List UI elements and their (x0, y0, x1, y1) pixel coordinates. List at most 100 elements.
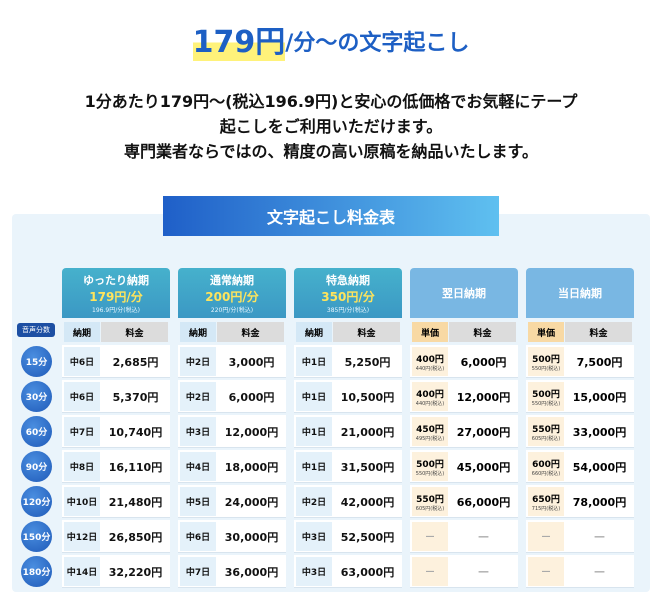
delivery: 中2日 (185, 393, 211, 403)
dash: — (541, 566, 551, 577)
price: 21,480円 (108, 495, 163, 509)
price: 18,000円 (224, 460, 279, 474)
minutes-label: 音声分数 (17, 323, 55, 337)
minute-circle: 60分 (21, 416, 52, 447)
delivery: 中10日 (66, 498, 98, 508)
title: 179円 /分〜の文字起こし (0, 14, 662, 64)
delivery: 中2日 (301, 498, 327, 508)
unit-price: 500円 (416, 459, 444, 470)
row-left: 中1日 (296, 452, 332, 481)
delivery: 中12日 (66, 533, 98, 543)
unit-price-tax: 550円(税込) (531, 400, 561, 407)
table-title: 文字起こし料金表 (163, 196, 499, 236)
column-header: 単価 (412, 322, 448, 342)
row-left: 中3日 (180, 417, 216, 446)
plan-header: ゆったり納期 179円/分 196.9円/分(税込) (62, 268, 170, 318)
price: 27,000円 (456, 425, 511, 439)
row-left: 中14日 (64, 557, 100, 586)
price: 26,850円 (108, 530, 163, 544)
unit-price-tax: 440円(税込) (415, 400, 445, 407)
plan-price: 350円/分 (321, 290, 375, 304)
delivery: 中4日 (185, 463, 211, 473)
price: 2,685円 (112, 355, 159, 369)
row-left: 中2日 (180, 382, 216, 411)
unit-price: 600円 (532, 459, 560, 470)
row-left: 500円 550円(税込) (528, 382, 564, 411)
column-header: 料金 (333, 322, 400, 342)
unit-price-tax: 495円(税込) (415, 435, 445, 442)
row-left: 中5日 (180, 487, 216, 516)
dash: — (541, 531, 551, 542)
unit-price: 400円 (416, 354, 444, 365)
column-header: 料金 (565, 322, 632, 342)
column-header: 料金 (449, 322, 516, 342)
column-header: 単価 (528, 322, 564, 342)
row-left: — (528, 557, 564, 586)
unit-price: 500円 (532, 389, 560, 400)
price: 42,000円 (340, 495, 395, 509)
plan-header: 当日納期 (526, 268, 634, 318)
row-left: 中6日 (64, 347, 100, 376)
row-left: 中10日 (64, 487, 100, 516)
row-left: 中6日 (180, 522, 216, 551)
delivery: 中6日 (185, 533, 211, 543)
column-header: 納期 (180, 322, 216, 342)
unit-price-tax: 660円(税込) (531, 470, 561, 477)
price: 15,000円 (572, 390, 627, 404)
row-left: — (412, 522, 448, 551)
row-left: 中2日 (296, 487, 332, 516)
plan-header: 通常納期 200円/分 220円/分(税込) (178, 268, 286, 318)
delivery: 中2日 (185, 358, 211, 368)
unit-price: 550円 (416, 494, 444, 505)
row-left: 600円 660円(税込) (528, 452, 564, 481)
price: 5,250円 (344, 355, 391, 369)
row-left: 中4日 (180, 452, 216, 481)
column-header: 料金 (217, 322, 284, 342)
price: 21,000円 (340, 425, 395, 439)
plan-name: 翌日納期 (442, 287, 486, 300)
price: 10,500円 (340, 390, 395, 404)
row-left: 中3日 (296, 557, 332, 586)
row-left: 400円 440円(税込) (412, 382, 448, 411)
dash: — (594, 565, 605, 578)
minute-circle: 150分 (21, 521, 52, 552)
price: 52,500円 (340, 530, 395, 544)
price: 6,000円 (228, 390, 275, 404)
price: 33,000円 (572, 425, 627, 439)
unit-price: 500円 (532, 354, 560, 365)
unit-price-tax: 715円(税込) (531, 505, 561, 512)
intro-line: 起こしをご利用いただけます。 (219, 117, 443, 136)
price: 12,000円 (456, 390, 511, 404)
intro-line: 専門業者ならではの、精度の高い原稿を納品いたします。 (124, 142, 538, 161)
title-text: /分〜の文字起こし (285, 31, 470, 56)
delivery: 中7日 (69, 428, 95, 438)
delivery: 中3日 (185, 428, 211, 438)
row-left: 中1日 (296, 347, 332, 376)
delivery: 中14日 (66, 568, 98, 578)
row-left: 中6日 (64, 382, 100, 411)
row-left: 550円 605円(税込) (412, 487, 448, 516)
dash: — (425, 566, 435, 577)
row-left: — (412, 557, 448, 586)
plan-name: ゆったり納期 (83, 274, 149, 287)
minute-circle: 15分 (21, 346, 52, 377)
title-price: 179円 (192, 17, 286, 61)
plan-price-tax: 196.9円/分(税込) (92, 307, 140, 314)
row-left: 400円 440円(税込) (412, 347, 448, 376)
price: 45,000円 (456, 460, 511, 474)
row-left: 中8日 (64, 452, 100, 481)
price: 3,000円 (228, 355, 275, 369)
delivery: 中6日 (69, 393, 95, 403)
minute-circle: 30分 (21, 381, 52, 412)
price: 10,740円 (108, 425, 163, 439)
dash: — (425, 531, 435, 542)
row-left: 中7日 (180, 557, 216, 586)
intro-line: 1分あたり179円〜(税込196.9円)と安心の低価格でお気軽にテープ (84, 92, 578, 111)
minute-circle: 120分 (21, 486, 52, 517)
price: 54,000円 (572, 460, 627, 474)
minute-circle: 180分 (21, 556, 52, 587)
column-header: 料金 (101, 322, 168, 342)
row-left: 450円 495円(税込) (412, 417, 448, 446)
plan-price: 200円/分 (205, 290, 259, 304)
